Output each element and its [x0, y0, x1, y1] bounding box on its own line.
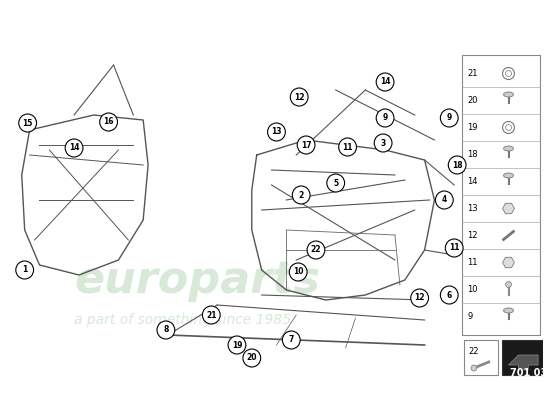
Polygon shape — [503, 203, 514, 214]
Text: 14: 14 — [467, 177, 477, 186]
Text: 9: 9 — [467, 312, 472, 321]
Circle shape — [228, 336, 246, 354]
Text: 1: 1 — [22, 266, 28, 274]
Circle shape — [292, 186, 310, 204]
Circle shape — [157, 321, 175, 339]
Text: 12: 12 — [414, 294, 425, 302]
Text: 6: 6 — [447, 290, 452, 300]
Circle shape — [297, 136, 315, 154]
Circle shape — [441, 286, 458, 304]
Circle shape — [441, 109, 458, 127]
Circle shape — [289, 263, 307, 281]
Text: 11: 11 — [342, 142, 353, 152]
Circle shape — [376, 73, 394, 91]
Text: 10: 10 — [467, 285, 477, 294]
FancyBboxPatch shape — [502, 340, 550, 375]
Text: 15: 15 — [23, 118, 33, 128]
Text: 22: 22 — [311, 246, 321, 254]
Circle shape — [307, 241, 325, 259]
Text: 13: 13 — [467, 204, 477, 213]
Text: 19: 19 — [232, 340, 242, 350]
Text: 20: 20 — [246, 354, 257, 362]
Polygon shape — [509, 355, 538, 370]
Text: 20: 20 — [467, 96, 477, 105]
Circle shape — [446, 239, 463, 257]
Text: 12: 12 — [294, 92, 305, 102]
Text: 14: 14 — [380, 78, 390, 86]
Circle shape — [268, 123, 285, 141]
Text: 12: 12 — [467, 231, 477, 240]
Polygon shape — [503, 257, 514, 268]
Text: 2: 2 — [299, 190, 304, 200]
Circle shape — [327, 174, 345, 192]
Text: 3: 3 — [381, 138, 386, 148]
Text: 21: 21 — [467, 69, 477, 78]
Text: 9: 9 — [447, 114, 452, 122]
Text: 701 03: 701 03 — [510, 368, 547, 378]
Text: 5: 5 — [333, 178, 338, 188]
Text: 18: 18 — [467, 150, 477, 159]
Circle shape — [65, 139, 83, 157]
Ellipse shape — [504, 92, 514, 97]
Circle shape — [374, 134, 392, 152]
Circle shape — [448, 156, 466, 174]
Text: 22: 22 — [468, 347, 478, 356]
Text: 18: 18 — [452, 160, 463, 170]
Circle shape — [411, 289, 428, 307]
Text: 7: 7 — [289, 336, 294, 344]
Ellipse shape — [504, 173, 514, 178]
Text: 10: 10 — [293, 268, 304, 276]
Ellipse shape — [504, 308, 514, 313]
Text: 8: 8 — [163, 326, 168, 334]
Text: 11: 11 — [449, 244, 459, 252]
Circle shape — [290, 88, 308, 106]
Circle shape — [243, 349, 261, 367]
FancyBboxPatch shape — [464, 340, 498, 375]
Circle shape — [100, 113, 118, 131]
Ellipse shape — [504, 146, 514, 151]
Circle shape — [339, 138, 356, 156]
Circle shape — [282, 331, 300, 349]
Text: europarts: europarts — [74, 258, 321, 302]
Text: 4: 4 — [442, 196, 447, 204]
FancyBboxPatch shape — [462, 55, 540, 335]
Text: 13: 13 — [271, 128, 282, 136]
Circle shape — [376, 109, 394, 127]
Text: 16: 16 — [103, 118, 114, 126]
Circle shape — [16, 261, 34, 279]
Text: 21: 21 — [206, 310, 217, 320]
Text: 19: 19 — [467, 123, 477, 132]
Circle shape — [19, 114, 36, 132]
Text: a part of something since 1985: a part of something since 1985 — [74, 313, 292, 327]
Text: 9: 9 — [382, 114, 388, 122]
Text: 14: 14 — [69, 144, 79, 152]
Circle shape — [436, 191, 453, 209]
Circle shape — [202, 306, 220, 324]
Circle shape — [505, 282, 512, 288]
Circle shape — [471, 365, 477, 371]
Text: 17: 17 — [301, 140, 311, 150]
Text: 11: 11 — [467, 258, 477, 267]
